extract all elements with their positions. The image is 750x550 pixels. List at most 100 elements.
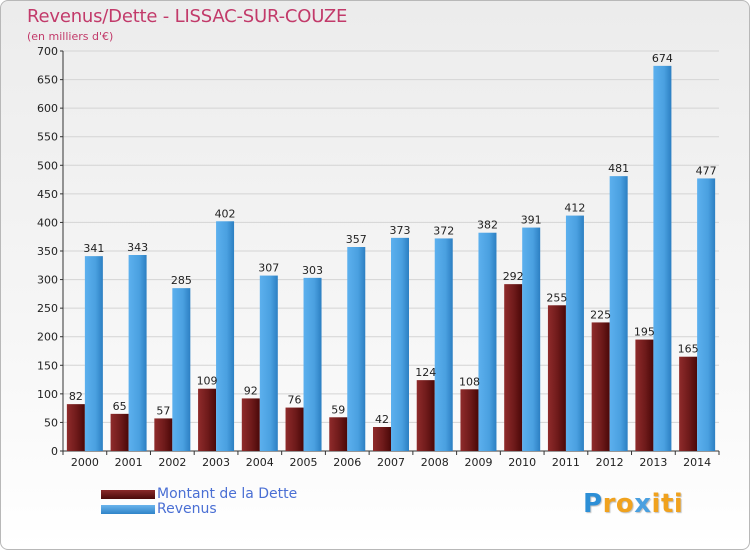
- y-tick-label: 400: [37, 216, 58, 229]
- bar-revenus: [653, 65, 672, 451]
- y-tick-label: 300: [37, 274, 58, 287]
- data-label-dette: 59: [331, 403, 345, 416]
- data-label-dette: 76: [288, 394, 302, 407]
- y-tick-label: 700: [37, 45, 58, 58]
- legend-swatch-dette: [101, 490, 155, 499]
- bar-revenus: [303, 277, 322, 451]
- data-label-revenus: 343: [127, 241, 148, 254]
- x-tick-label: 2014: [683, 456, 711, 469]
- data-label-dette: 65: [113, 400, 127, 413]
- logo-letter: P: [583, 489, 603, 519]
- logo-letter: r: [602, 489, 616, 519]
- data-label-revenus: 481: [608, 162, 629, 175]
- data-label-dette: 109: [197, 375, 218, 388]
- y-tick-label: 550: [37, 131, 58, 144]
- x-tick-label: 2010: [508, 456, 536, 469]
- data-label-revenus: 307: [258, 262, 279, 275]
- x-tick-label: 2006: [333, 456, 361, 469]
- bar-dette: [285, 407, 304, 451]
- data-label-dette: 82: [69, 390, 83, 403]
- x-tick-label: 2004: [246, 456, 274, 469]
- bar-revenus: [259, 275, 278, 451]
- bar-revenus: [172, 288, 191, 451]
- data-label-dette: 42: [375, 413, 389, 426]
- data-labels: 82 341 65 343 57 285 109 402 92 307 76 303 59 357 42 37…: [69, 52, 717, 426]
- y-tick-label: 150: [37, 359, 58, 372]
- bar-dette: [591, 322, 610, 451]
- data-label-dette: 165: [678, 343, 699, 356]
- bar-dette: [460, 389, 479, 451]
- y-tick-label: 600: [37, 102, 58, 115]
- bar-revenus: [478, 232, 497, 451]
- legend-label-revenus: Revenus: [157, 501, 217, 517]
- data-label-revenus: 372: [433, 224, 454, 237]
- x-tick-label: 2003: [202, 456, 230, 469]
- data-label-revenus: 382: [477, 219, 498, 232]
- x-tick-label: 2013: [639, 456, 667, 469]
- bar-dette: [329, 417, 348, 451]
- y-tick-label: 250: [37, 302, 58, 315]
- axes: 0 50 100 150 200 250 300 350 400 450 500 550 600 650 7…: [37, 45, 720, 469]
- y-tick-label: 0: [51, 445, 58, 458]
- bar-dette: [198, 388, 217, 451]
- x-tick-label: 2005: [290, 456, 318, 469]
- x-tick-label: 2002: [158, 456, 186, 469]
- x-tick-label: 2001: [115, 456, 143, 469]
- bars: [66, 65, 716, 451]
- data-label-revenus: 412: [564, 202, 585, 215]
- bar-revenus: [347, 247, 366, 451]
- data-label-revenus: 341: [83, 242, 104, 255]
- bar-dette: [635, 339, 654, 451]
- bar-dette: [154, 418, 173, 451]
- data-label-dette: 124: [415, 366, 436, 379]
- x-tick-label: 2008: [421, 456, 449, 469]
- y-tick-label: 350: [37, 245, 58, 258]
- y-tick-label: 200: [37, 331, 58, 344]
- chart-subtitle: (en milliers d'€): [27, 30, 114, 43]
- bar-revenus: [565, 215, 584, 451]
- bar-revenus: [522, 227, 541, 451]
- data-label-dette: 255: [546, 291, 567, 304]
- data-label-dette: 195: [634, 326, 655, 339]
- bar-dette: [66, 404, 85, 451]
- data-label-dette: 292: [503, 270, 524, 283]
- data-label-revenus: 373: [390, 224, 411, 237]
- bar-dette: [110, 413, 129, 451]
- bar-revenus: [609, 176, 628, 451]
- data-label-revenus: 285: [171, 274, 192, 287]
- data-label-revenus: 357: [346, 233, 367, 246]
- data-label-revenus: 402: [215, 207, 236, 220]
- data-label-dette: 57: [156, 404, 170, 417]
- bar-revenus: [128, 255, 147, 451]
- bar-revenus: [84, 256, 103, 451]
- bar-dette: [373, 427, 391, 451]
- data-label-revenus: 477: [696, 164, 717, 177]
- x-tick-label: 2011: [552, 456, 580, 469]
- data-label-revenus: 303: [302, 264, 323, 277]
- y-tick-label: 650: [37, 74, 58, 87]
- data-label-revenus: 674: [652, 52, 673, 65]
- x-tick-label: 2009: [464, 456, 492, 469]
- logo-letter: i: [651, 489, 661, 519]
- bar-revenus: [391, 237, 409, 451]
- data-label-dette: 225: [590, 308, 611, 321]
- proxiti-logo: Proxiti: [583, 489, 683, 519]
- y-tick-label: 50: [44, 416, 58, 429]
- bar-dette: [416, 380, 435, 451]
- bar-revenus: [216, 221, 235, 451]
- legend-swatch-revenus: [101, 505, 155, 514]
- y-tick-label: 100: [37, 388, 58, 401]
- data-label-dette: 92: [244, 384, 258, 397]
- data-label-revenus: 391: [521, 214, 542, 227]
- legend-label-dette: Montant de la Dette: [157, 486, 298, 502]
- bar-dette: [547, 305, 566, 451]
- data-label-dette: 108: [459, 375, 480, 388]
- logo-letter: o: [615, 489, 635, 519]
- y-tick-label: 450: [37, 188, 58, 201]
- y-tick-label: 500: [37, 159, 58, 172]
- bar-revenus: [434, 238, 453, 451]
- bar-dette: [504, 284, 523, 451]
- logo-letter: x: [634, 489, 652, 519]
